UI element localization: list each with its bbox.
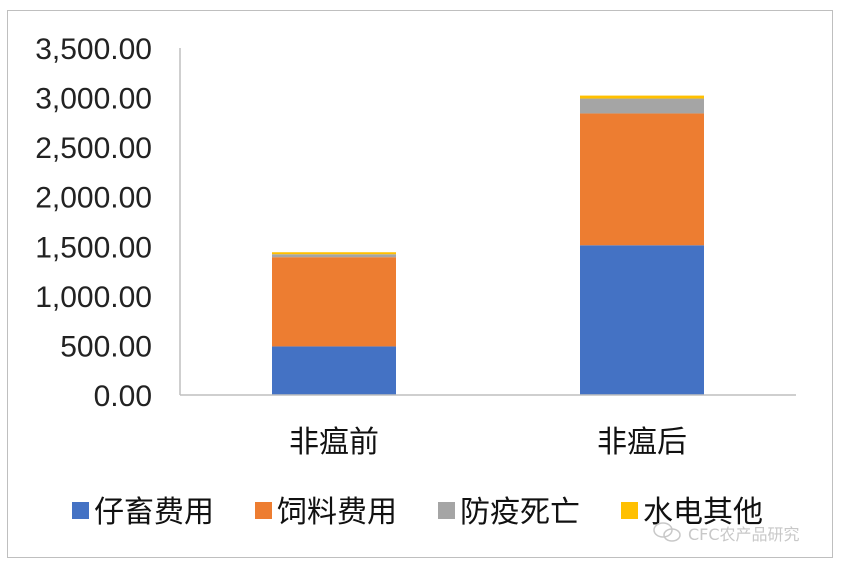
bar-segment (272, 254, 396, 258)
bar-segment (580, 95, 704, 99)
bar-segment (580, 113, 704, 246)
legend-label: 防疫死亡 (460, 495, 580, 530)
bar-segment (272, 346, 396, 395)
x-category-label: 非瘟后 (597, 425, 687, 460)
x-axis-categories: 非瘟前 非瘟后 (289, 425, 687, 460)
bar-segment (580, 245, 704, 395)
legend-swatch (621, 502, 638, 519)
y-axis-ticks: 0.00 500.00 1,000.00 1,500.00 2,000.00 2,500.… (35, 33, 152, 413)
y-tick-label: 3,500.00 (35, 33, 152, 66)
legend-swatch (255, 502, 272, 519)
y-tick-label: 1,500.00 (35, 231, 152, 264)
bar-segment (580, 98, 704, 114)
legend-label: 饲料费用 (277, 495, 397, 530)
legend-swatch (438, 502, 455, 519)
bar-segment (272, 257, 396, 347)
bars (272, 95, 704, 395)
wechat-icon (653, 522, 681, 542)
watermark: CFC农产品研究 (653, 522, 800, 544)
legend: 仔畜费用 饲料费用 防疫死亡 水电其他 (72, 495, 763, 530)
legend-swatch (72, 502, 89, 519)
y-tick-label: 1,000.00 (35, 281, 152, 314)
y-tick-label: 2,000.00 (35, 182, 152, 215)
y-tick-label: 2,500.00 (35, 132, 152, 165)
legend-label: 水电其他 (643, 495, 763, 530)
y-tick-label: 500.00 (60, 330, 152, 363)
y-tick-label: 0.00 (94, 380, 152, 413)
x-category-label: 非瘟前 (289, 425, 379, 460)
bar-segment (272, 252, 396, 255)
watermark-text: CFC农产品研究 (688, 525, 800, 544)
y-tick-label: 3,000.00 (35, 83, 152, 116)
legend-label: 仔畜费用 (94, 495, 214, 530)
